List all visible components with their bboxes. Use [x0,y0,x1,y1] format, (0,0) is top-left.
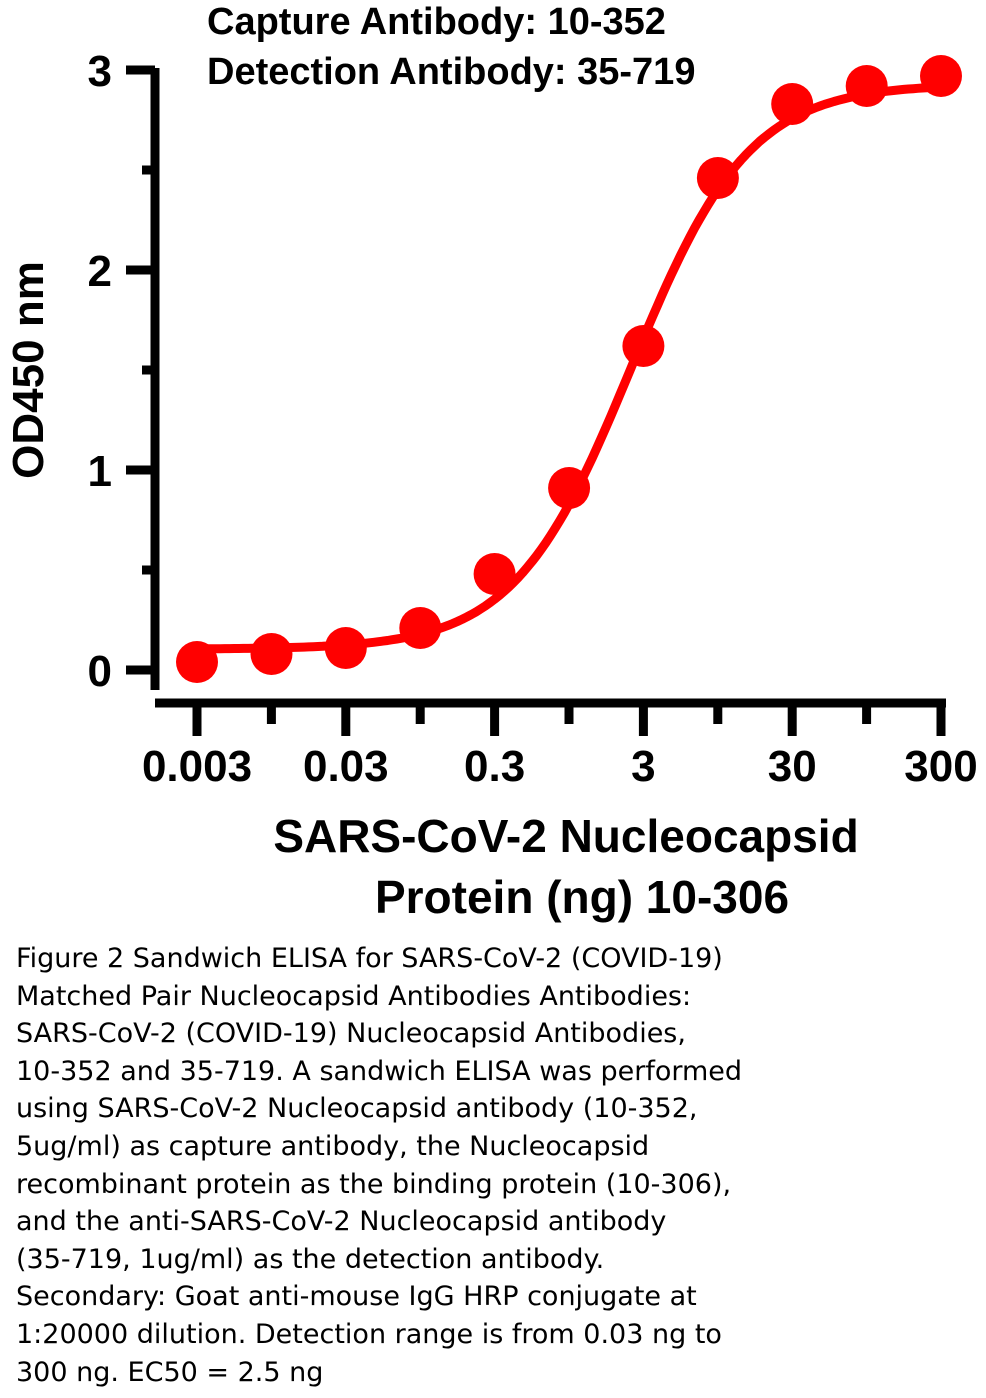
data-point [324,627,367,669]
data-point [920,55,962,97]
data-point [399,607,442,649]
data-point [845,65,888,107]
y-tick-label: 2 [88,247,112,296]
caption-line: Secondary: Goat anti-mouse IgG HRP conju… [16,1281,697,1313]
x-tick-label: 3 [631,742,655,791]
caption-line: recombinant protein as the binding prote… [16,1168,732,1200]
x-axis-label-line-1: SARS-CoV-2 Nucleocapsid [273,810,858,862]
caption-line: 5ug/ml) as capture antibody, the Nucleoc… [16,1130,650,1162]
data-point [771,83,814,125]
chart-title-line-1: Capture Antibody: 10-352 [207,1,666,43]
x-tick-label: 0.3 [464,742,525,791]
data-point [176,641,218,683]
data-point [696,157,739,199]
elisa-chart: Capture Antibody: 10-352 Detection Antib… [4,1,978,923]
x-axis-label-line-2: Protein (ng) 10-306 [375,871,789,923]
x-tick-label: 300 [904,742,977,791]
y-tick-label: 1 [88,447,112,496]
caption-line: 10-352 and 35-719. A sandwich ELISA was … [16,1055,743,1087]
y-axis-label: OD450 nm [4,261,53,479]
caption-line: Figure 2 Sandwich ELISA for SARS-CoV-2 (… [16,943,723,974]
caption-line: 1:20000 dilution. Detection range is fro… [16,1318,722,1350]
caption-line: using SARS-CoV-2 Nucleocapsid antibody (… [16,1093,698,1125]
x-axis: 0.003 0.03 0.3 3 30 300 [142,698,978,791]
caption-line: Matched Pair Nucleocapsid Antibodies Ant… [16,980,692,1012]
fit-curve [192,82,946,654]
chart-title-line-2: Detection Antibody: 35-719 [207,51,695,93]
caption-line: and the anti-SARS-CoV-2 Nucleocapsid ant… [16,1206,667,1238]
data-point [548,467,591,509]
x-tick-label: 0.03 [303,742,389,791]
caption-line: (35-719, 1ug/ml) as the detection antibo… [16,1243,605,1275]
figure-caption: Figure 2 Sandwich ELISA for SARS-CoV-2 (… [16,940,956,1391]
data-point [250,633,293,675]
plot-area [176,55,962,683]
data-point [473,553,516,595]
y-tick-label: 0 [88,647,112,696]
x-tick-label: 0.003 [142,742,252,791]
data-point [622,325,665,367]
y-tick-label: 3 [88,47,112,96]
y-axis: 0 1 2 3 [88,47,160,696]
x-tick-label: 30 [768,742,817,791]
caption-line: 300 ng. EC50 = 2.5 ng [16,1356,324,1388]
caption-line: SARS-CoV-2 (COVID-19) Nucleocapsid Antib… [16,1018,686,1050]
